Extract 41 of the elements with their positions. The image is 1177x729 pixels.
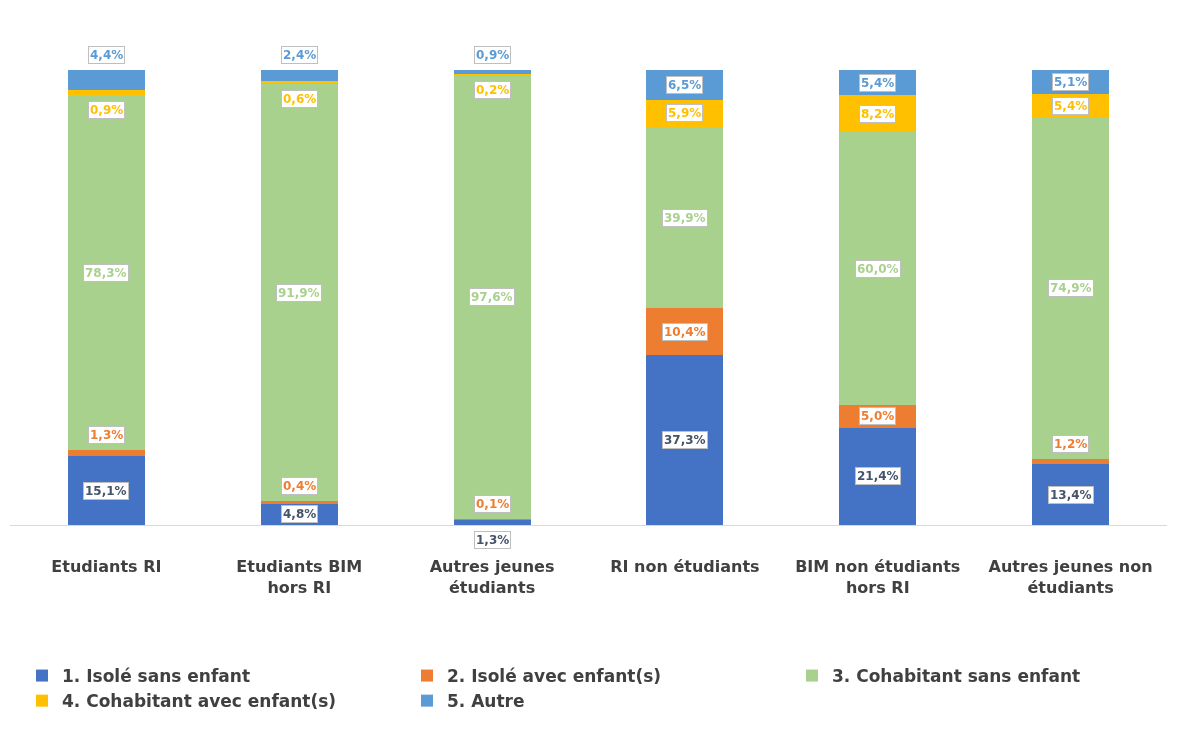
data-label: 4,8%	[283, 507, 317, 521]
data-label: 0,6%	[283, 92, 317, 106]
legend-label: 5. Autre	[447, 691, 525, 712]
data-label: 1,2%	[1054, 437, 1088, 451]
legend-label: 1. Isolé sans enfant	[62, 666, 251, 687]
data-label: 91,9%	[278, 286, 320, 300]
data-label: 0,2%	[476, 83, 510, 97]
x-tick-label: Autres jeunes étudiants	[429, 557, 555, 597]
data-label: 21,4%	[857, 469, 899, 483]
data-label: 5,1%	[1054, 75, 1088, 89]
data-label: 5,9%	[668, 106, 702, 120]
data-label: 0,9%	[90, 103, 124, 117]
x-tick-label: RI non étudiants	[610, 557, 760, 576]
data-label: 4,4%	[90, 48, 124, 62]
data-label: 5,0%	[861, 409, 895, 423]
data-label: 60,0%	[857, 262, 899, 276]
data-label: 37,3%	[664, 433, 706, 447]
data-label: 2,4%	[283, 48, 317, 62]
data-label: 39,9%	[664, 211, 706, 225]
data-label: 15,1%	[85, 484, 127, 498]
legend-label: 3. Cohabitant sans enfant	[832, 666, 1081, 687]
data-label: 8,2%	[861, 107, 895, 121]
legend-label: 4. Cohabitant avec enfant(s)	[62, 691, 337, 712]
data-label: 1,3%	[90, 428, 124, 442]
data-label: 5,4%	[861, 76, 895, 90]
x-tick-label: BIM non étudiants hors RI	[795, 557, 961, 597]
data-label: 13,4%	[1050, 488, 1092, 502]
data-label: 1,3%	[476, 533, 510, 547]
data-label: 97,6%	[471, 290, 513, 304]
data-label: 6,5%	[668, 78, 702, 92]
data-label: 78,3%	[85, 266, 127, 280]
data-label: 5,4%	[1054, 99, 1088, 113]
x-tick-label: Etudiants BIM hors RI	[236, 557, 363, 597]
data-label: 0,1%	[476, 497, 510, 511]
x-tick-label: Etudiants RI	[51, 557, 162, 576]
data-label: 74,9%	[1050, 281, 1092, 295]
data-label: 10,4%	[664, 325, 706, 339]
x-tick-label: Autres jeunes non étudiants	[988, 557, 1153, 597]
data-label: 0,4%	[283, 479, 317, 493]
data-label: 0,9%	[476, 48, 510, 62]
legend-label: 2. Isolé avec enfant(s)	[447, 666, 662, 687]
